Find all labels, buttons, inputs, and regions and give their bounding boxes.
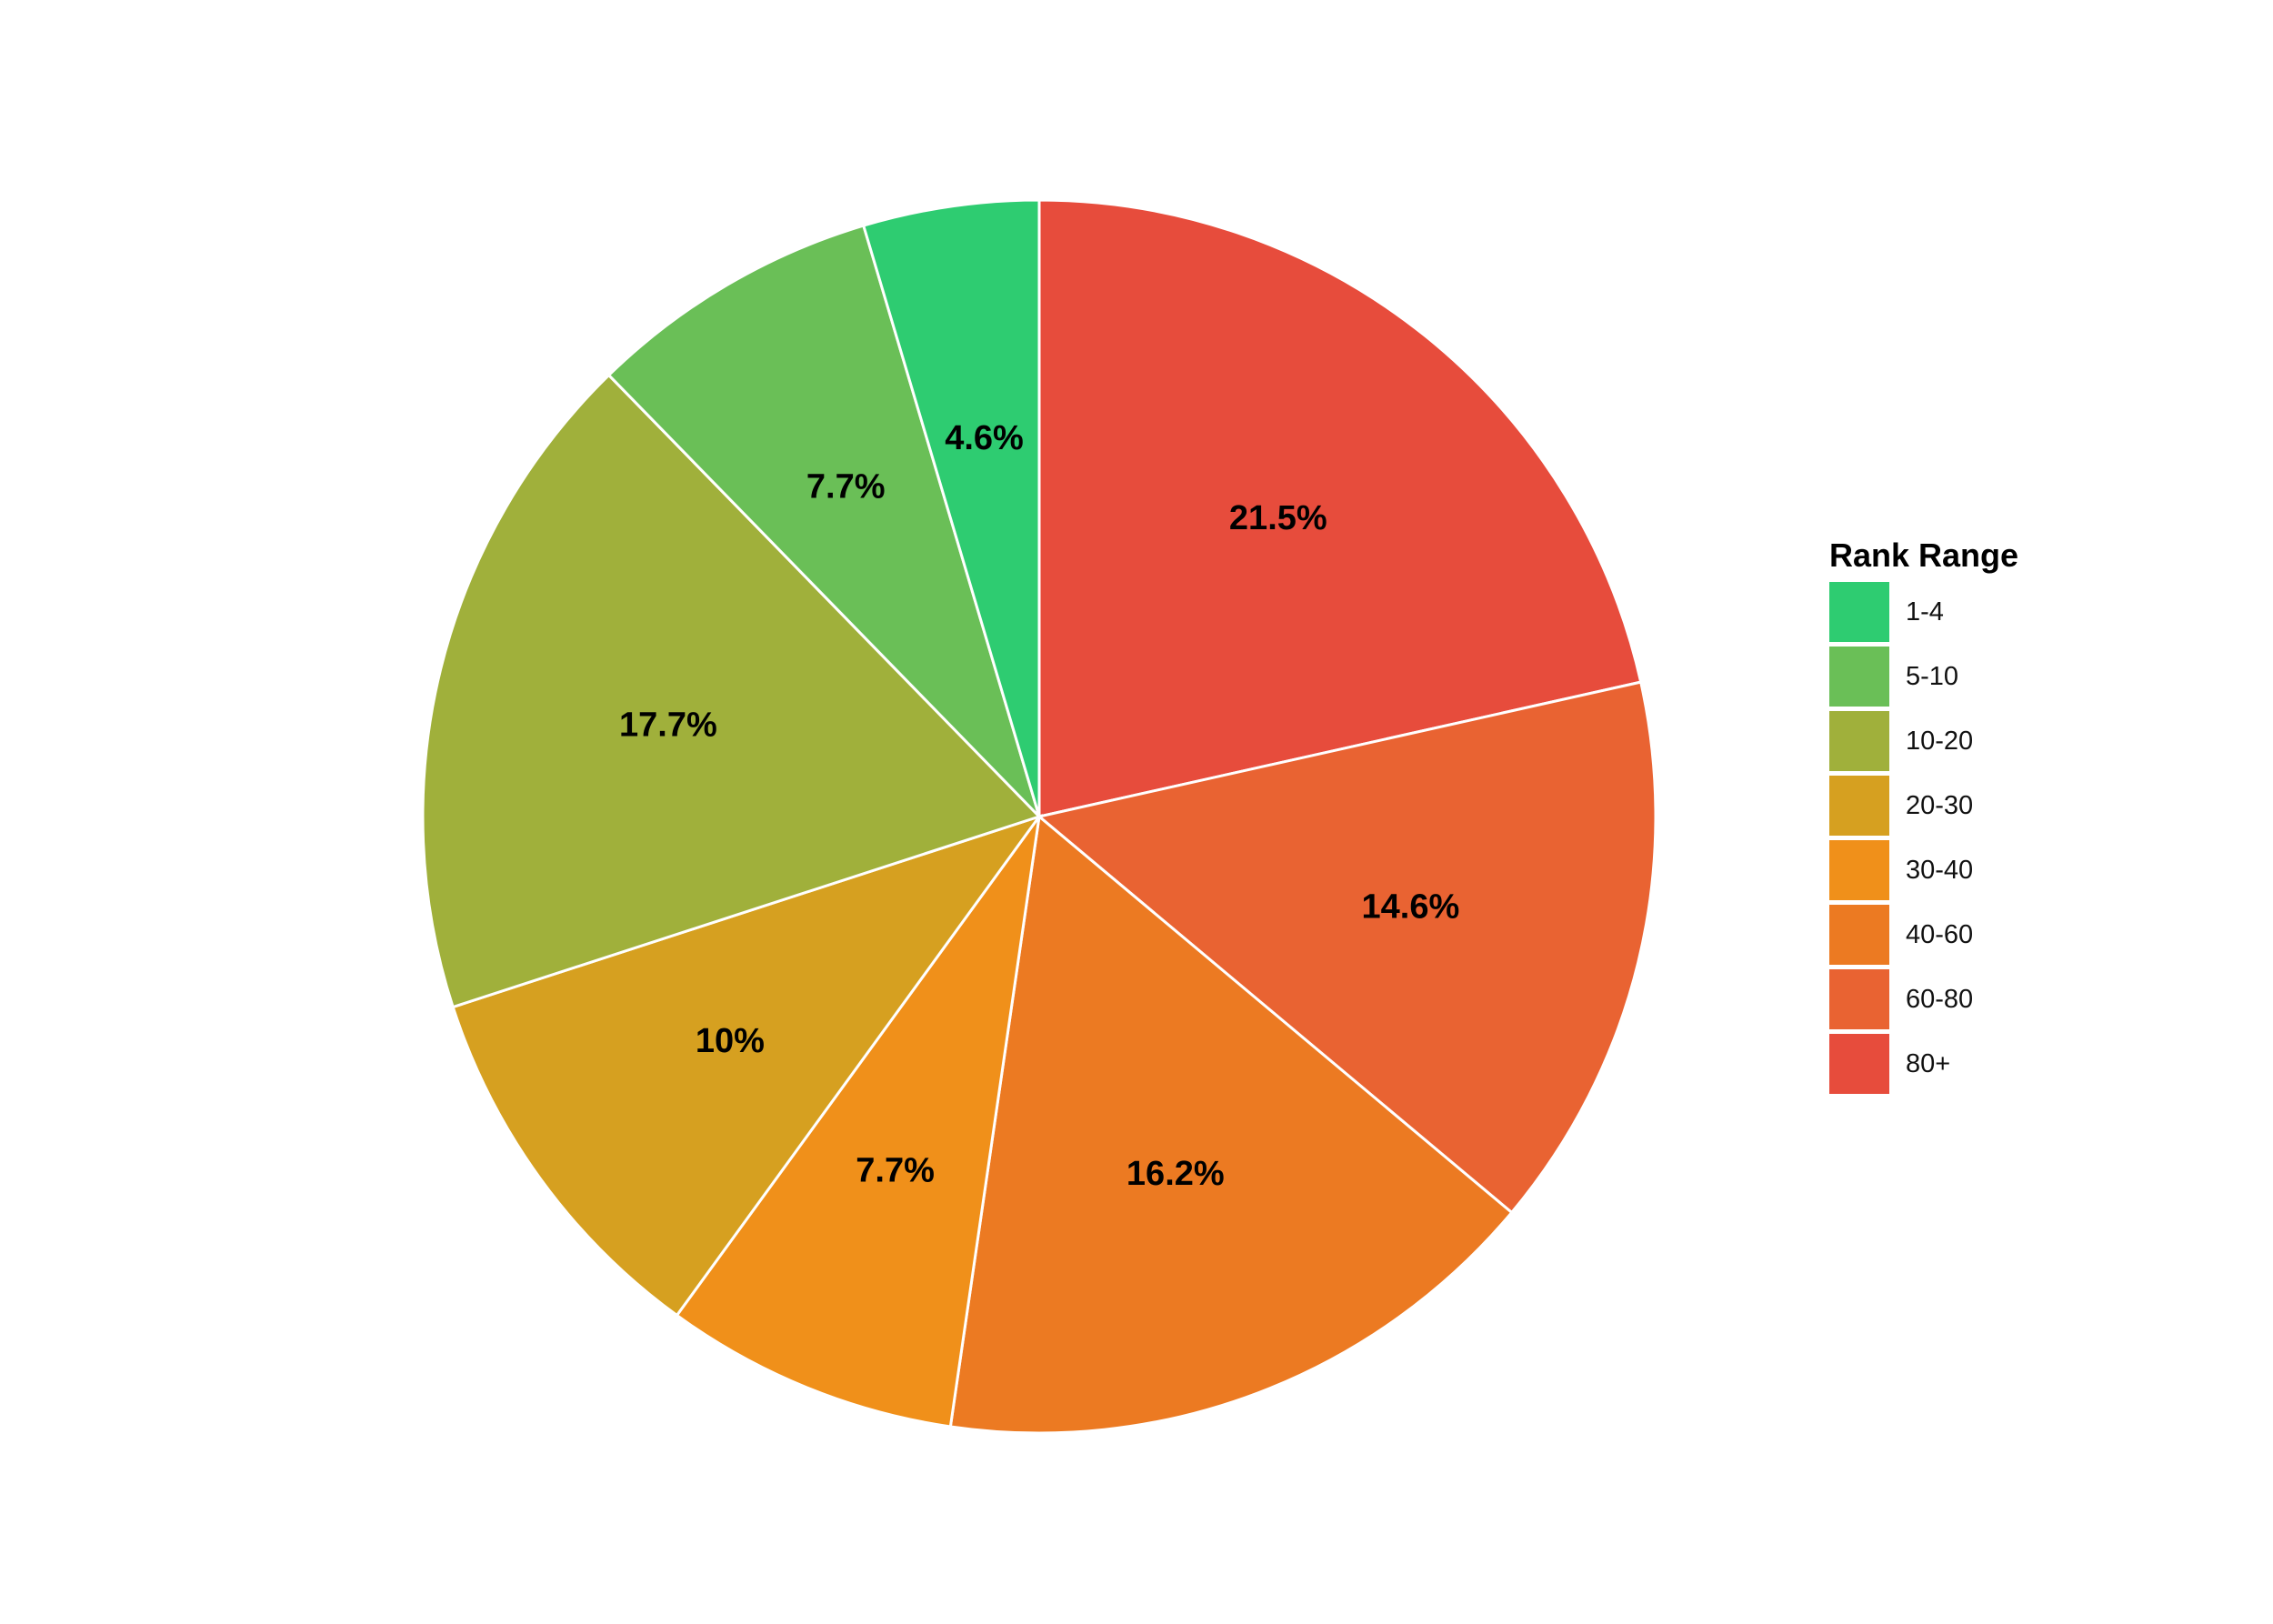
slice-label-40-60: 16.2% — [1126, 1155, 1225, 1193]
slice-label-60-80: 14.6% — [1362, 887, 1460, 926]
pie-slice-1-4 — [861, 198, 1041, 817]
slice-label-5-10: 7.7% — [806, 468, 886, 506]
pie-slice-20-30 — [451, 814, 1043, 1318]
pie-slice-40-60 — [948, 814, 1514, 1435]
legend-swatch-30-40 — [1829, 840, 1889, 900]
pie-slice-30-40 — [675, 816, 1041, 1429]
legend-label-1-4: 1-4 — [1906, 597, 1944, 627]
legend-items: 1-4 5-10 10-20 20-30 30-40 40-60 60-80 80+ — [1829, 582, 1973, 1094]
legend-label-80plus: 80+ — [1906, 1049, 1950, 1078]
legend-label-10-20: 10-20 — [1906, 727, 1973, 756]
legend-label-60-80: 60-80 — [1906, 985, 1973, 1014]
legend-swatch-1-4 — [1829, 582, 1889, 642]
legend-title: Rank Range — [1829, 536, 2018, 574]
pie-slices — [421, 198, 1657, 1435]
pie-slice-5-10 — [606, 224, 1041, 818]
slice-label-30-40: 7.7% — [856, 1151, 935, 1189]
slice-label-10-20: 17.7% — [619, 706, 717, 744]
slice-label-80plus: 21.5% — [1229, 499, 1327, 537]
pie-slice-10-20 — [421, 373, 1042, 1009]
pie-slice-labels: 21.5% 14.6% 16.2% 7.7% 10% 17.7% 7.7% 4.6% — [619, 419, 1459, 1193]
legend-label-30-40: 30-40 — [1906, 856, 1973, 885]
slice-label-20-30: 10% — [696, 1022, 765, 1060]
legend-swatch-10-20 — [1829, 711, 1889, 771]
legend-swatch-60-80 — [1829, 969, 1889, 1029]
legend-swatch-5-10 — [1829, 647, 1889, 707]
legend-label-20-30: 20-30 — [1906, 791, 1973, 820]
legend-swatch-80plus — [1829, 1034, 1889, 1094]
legend-swatch-20-30 — [1829, 776, 1889, 836]
pie-slice-60-80 — [1036, 680, 1657, 1215]
legend-label-40-60: 40-60 — [1906, 920, 1973, 949]
legend-label-5-10: 5-10 — [1906, 662, 1958, 691]
slice-label-1-4: 4.6% — [945, 419, 1024, 457]
pie-slice-80plus — [1037, 198, 1643, 818]
legend-swatch-40-60 — [1829, 905, 1889, 965]
legend: Rank Range 1-4 5-10 10-20 20-30 30-40 40-60 60… — [1829, 536, 2018, 1094]
